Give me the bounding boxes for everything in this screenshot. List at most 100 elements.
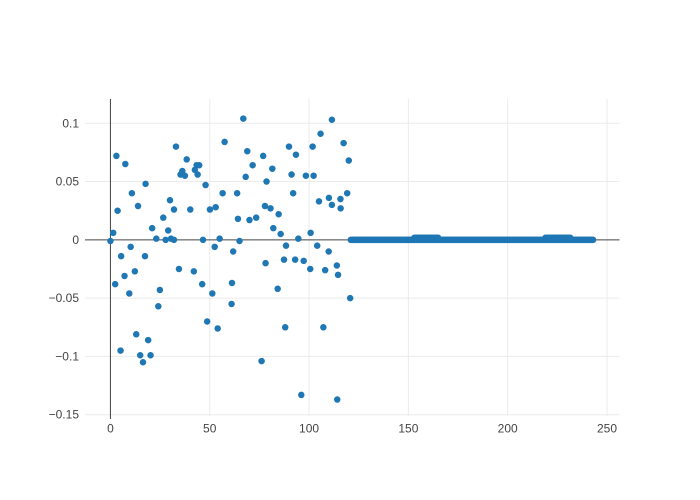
data-point — [302, 172, 310, 179]
y-axis-tick-labels: 0.1 0.05 0 −0.05 −0.1 −0.15 — [49, 116, 80, 421]
data-point — [107, 237, 114, 245]
data-point — [183, 156, 190, 163]
data-point — [209, 290, 216, 297]
data-point — [288, 171, 295, 178]
x-tick-label: 250 — [597, 422, 617, 436]
data-point — [156, 286, 164, 294]
data-point — [337, 195, 344, 203]
data-point — [228, 300, 235, 308]
x-tick-label: 50 — [203, 422, 217, 436]
data-point — [321, 266, 329, 274]
data-point — [211, 243, 218, 251]
data-point — [214, 325, 221, 332]
data-point — [170, 206, 178, 213]
data-point — [202, 181, 209, 189]
data-point — [340, 139, 347, 147]
gridlines — [85, 99, 620, 416]
data-point — [121, 272, 128, 280]
data-point — [111, 280, 119, 288]
data-point — [181, 172, 189, 179]
data-point — [122, 160, 129, 168]
data-point — [317, 130, 324, 137]
data-point — [160, 214, 167, 221]
data-point — [434, 234, 442, 241]
data-point — [166, 196, 174, 204]
data-point — [194, 171, 201, 178]
data-point — [334, 271, 342, 279]
data-point — [162, 236, 169, 244]
y-tick-label: 0 — [72, 233, 79, 247]
data-point — [144, 336, 152, 344]
data-point — [267, 205, 274, 212]
data-point — [285, 143, 293, 150]
y-tick-label: −0.15 — [49, 408, 80, 422]
data-point — [148, 224, 156, 232]
data-point — [282, 242, 290, 249]
data-point — [263, 178, 270, 185]
data-point — [236, 237, 243, 245]
data-point — [126, 290, 133, 297]
data-point — [147, 352, 154, 359]
plot-area[interactable] — [85, 99, 620, 416]
data-point — [195, 161, 203, 169]
data-point — [136, 352, 144, 359]
data-point — [277, 230, 284, 238]
data-point — [252, 214, 260, 221]
data-point — [300, 257, 307, 265]
data-point — [139, 359, 147, 366]
data-point — [109, 229, 117, 237]
y-tick-label: −0.1 — [55, 349, 79, 363]
data-point — [128, 189, 136, 197]
y-tick-label: 0.1 — [62, 116, 79, 130]
data-point — [280, 256, 288, 263]
data-point — [114, 207, 121, 214]
data-point — [334, 396, 341, 403]
data-point — [249, 161, 256, 169]
data-point — [333, 262, 341, 269]
data-point — [306, 265, 314, 273]
data-point — [295, 235, 302, 242]
data-point — [281, 324, 289, 331]
data-point — [270, 224, 277, 232]
data-point — [117, 347, 124, 354]
data-point — [113, 152, 120, 160]
data-point — [337, 205, 344, 212]
data-point — [310, 172, 317, 179]
data-point — [221, 138, 228, 146]
data-point — [269, 165, 276, 172]
data-point — [228, 279, 236, 287]
data-point — [298, 391, 305, 399]
data-point — [289, 189, 297, 197]
data-point — [325, 194, 333, 202]
data-point — [212, 203, 219, 211]
data-point — [307, 229, 314, 237]
data-point — [313, 242, 321, 249]
x-tick-label: 0 — [107, 422, 114, 436]
data-point — [292, 151, 300, 158]
data-point — [291, 256, 299, 263]
data-point — [259, 152, 267, 160]
scatter-points — [107, 115, 597, 403]
data-point — [320, 324, 327, 331]
data-point — [240, 115, 247, 122]
data-point — [141, 252, 149, 260]
data-point — [328, 201, 336, 209]
data-point — [274, 285, 281, 293]
data-point — [131, 268, 139, 275]
data-point — [343, 189, 351, 197]
data-point — [589, 236, 597, 244]
data-point — [170, 236, 178, 244]
data-point — [233, 189, 241, 197]
data-point — [134, 202, 142, 210]
data-point — [229, 248, 237, 255]
data-point — [346, 294, 354, 302]
data-point — [234, 215, 242, 223]
data-point — [315, 198, 323, 205]
data-point — [216, 235, 223, 242]
data-point — [164, 227, 172, 234]
data-point — [127, 243, 134, 251]
x-tick-label: 100 — [299, 422, 319, 436]
